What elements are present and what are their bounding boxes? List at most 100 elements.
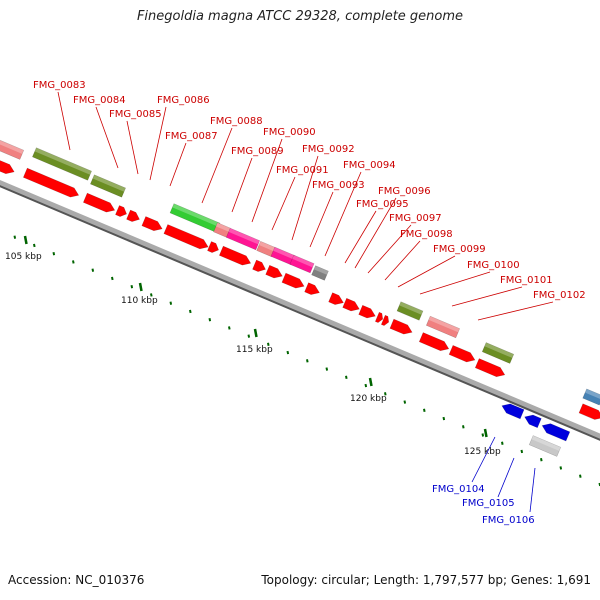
gene-label: FMG_0086 <box>157 95 210 106</box>
gene-feature <box>141 216 163 232</box>
gene-label: FMG_0094 <box>343 160 396 171</box>
gene-label-leader <box>471 436 496 483</box>
tick-mark <box>520 449 524 454</box>
gene-feature <box>23 167 80 198</box>
tick-label: 105 kbp <box>5 252 42 262</box>
gene-feature <box>207 241 219 253</box>
gene-label-leader <box>149 106 167 181</box>
gene-feature <box>501 403 525 420</box>
gene-label: FMG_0096 <box>378 186 431 197</box>
gene-feature <box>328 292 344 305</box>
major-tick-mark <box>138 282 143 292</box>
gene-label: FMG_0097 <box>389 213 442 224</box>
gene-feature <box>578 403 600 420</box>
gene-feature <box>169 203 221 233</box>
tick-label: 110 kbp <box>121 296 158 306</box>
gene-feature <box>448 345 476 363</box>
gene-label: FMG_0089 <box>231 146 284 157</box>
gene-feature <box>311 265 329 281</box>
gene-label-leader <box>251 138 283 223</box>
gene-label-leader <box>477 301 554 321</box>
gene-label: FMG_0099 <box>433 244 486 255</box>
tick-label: 115 kbp <box>236 345 273 355</box>
gene-feature <box>481 342 515 364</box>
gene-label: FMG_0084 <box>73 95 126 106</box>
gene-feature <box>582 388 600 406</box>
tick-mark <box>228 326 231 330</box>
gene-label-leader <box>291 155 319 241</box>
tick-label: 120 kbp <box>350 394 387 404</box>
gene-label: FMG_0105 <box>462 498 515 509</box>
gene-feature <box>474 358 506 377</box>
gene-feature <box>396 301 424 321</box>
gene-label-leader <box>354 197 397 269</box>
gene-label-leader <box>419 271 491 295</box>
gene-feature <box>90 174 126 198</box>
gene-label-leader <box>451 286 523 307</box>
gene-label: FMG_0087 <box>165 131 218 142</box>
tick-mark <box>286 350 290 355</box>
tick-mark <box>91 268 95 272</box>
gene-label-leader <box>344 210 377 264</box>
gene-label: FMG_0100 <box>467 260 520 271</box>
tick-mark <box>364 383 368 388</box>
gene-label-leader <box>309 191 334 248</box>
gene-feature <box>115 205 127 217</box>
gene-feature <box>218 245 252 266</box>
gene-feature <box>524 414 542 429</box>
tick-mark <box>442 416 446 421</box>
tick-mark <box>130 284 134 289</box>
gene-feature <box>0 159 15 175</box>
tick-mark <box>345 375 348 380</box>
gene-label-leader <box>367 224 412 274</box>
gene-label: FMG_0095 <box>356 199 409 210</box>
gene-feature <box>528 435 562 457</box>
major-tick-mark <box>23 235 28 245</box>
gene-feature <box>265 264 283 279</box>
gene-label: FMG_0102 <box>533 290 586 301</box>
gene-label-leader <box>169 142 187 187</box>
gene-feature <box>289 254 315 274</box>
gene-label-leader <box>271 176 296 231</box>
tick-mark <box>403 400 407 404</box>
gene-label: FMG_0090 <box>263 127 316 138</box>
gene-label-leader <box>95 106 119 169</box>
gene-label-leader <box>497 457 515 498</box>
genome-stats-text: Topology: circular; Length: 1,797,577 bp… <box>261 573 591 587</box>
tick-mark <box>325 367 329 371</box>
gene-label: FMG_0104 <box>432 484 485 495</box>
gene-label-leader <box>324 171 362 257</box>
gene-label: FMG_0083 <box>33 80 86 91</box>
tick-mark <box>481 433 485 437</box>
tick-mark <box>33 243 36 248</box>
gene-label-leader <box>126 120 139 175</box>
gene-feature <box>163 224 209 250</box>
major-tick-mark <box>368 377 373 387</box>
tick-mark <box>150 293 153 297</box>
gene-label-leader <box>529 467 536 513</box>
tick-label: 125 kbp <box>464 447 501 457</box>
gene-feature <box>0 138 25 160</box>
tick-mark <box>189 309 192 314</box>
gene-label: FMG_0091 <box>276 165 329 176</box>
gene-label: FMG_0101 <box>500 275 553 286</box>
gene-label: FMG_0088 <box>210 116 263 127</box>
tick-mark <box>13 235 17 239</box>
major-tick-mark <box>253 328 258 338</box>
tick-mark <box>111 276 114 281</box>
gene-feature <box>418 332 450 351</box>
tick-mark <box>247 334 251 338</box>
gene-label-leader <box>201 127 233 204</box>
gene-feature <box>252 259 266 272</box>
gene-feature <box>358 304 376 319</box>
gene-feature <box>32 147 92 181</box>
gene-label-leader <box>231 157 253 213</box>
gene-label: FMG_0093 <box>312 180 365 191</box>
gene-feature <box>380 314 390 326</box>
tick-mark <box>52 252 56 256</box>
gene-label-leader <box>384 240 421 281</box>
gene-label: FMG_0092 <box>302 144 355 155</box>
tick-mark <box>501 441 504 445</box>
gene-label-leader <box>397 255 456 288</box>
tick-mark <box>423 408 426 412</box>
